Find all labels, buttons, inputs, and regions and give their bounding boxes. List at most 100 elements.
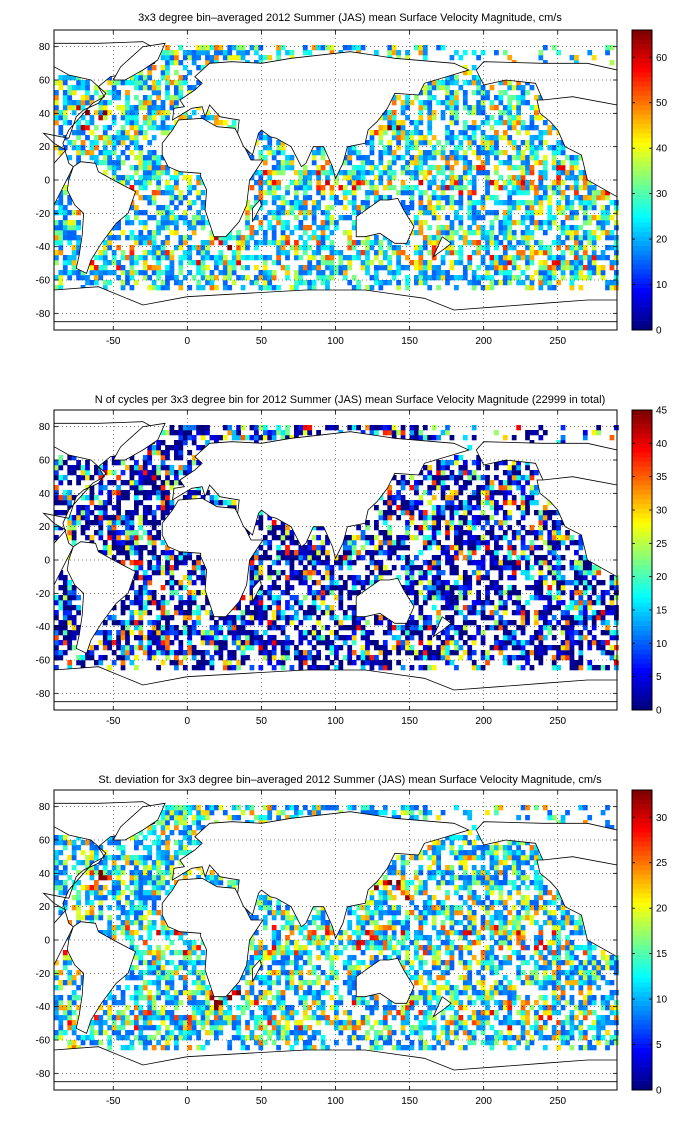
heatmap-cell: [76, 625, 81, 631]
heatmap-cell: [311, 235, 317, 241]
heatmap-cell: [400, 180, 406, 186]
heatmap-cell: [200, 650, 206, 656]
heatmap-cell: [316, 185, 321, 191]
heatmap-cell: [387, 570, 393, 576]
heatmap-cell: [502, 90, 508, 96]
heatmap-cell: [582, 255, 588, 261]
heatmap-cell: [382, 110, 388, 116]
heatmap-cell: [534, 615, 539, 621]
heatmap-cell: [187, 590, 193, 596]
heatmap-cell: [409, 630, 415, 636]
heatmap-cell: [498, 570, 504, 576]
heatmap-cell: [218, 45, 224, 51]
heatmap-cell: [289, 205, 295, 211]
heatmap-cell: [147, 150, 153, 156]
heatmap-cell: [467, 105, 473, 111]
heatmap-cell: [462, 640, 468, 646]
heatmap-cell: [120, 665, 126, 671]
heatmap-cell: [320, 540, 326, 546]
heatmap-cell: [147, 165, 153, 171]
heatmap-cell: [165, 65, 170, 71]
heatmap-cell: [116, 90, 121, 96]
heatmap-cell: [369, 555, 375, 561]
heatmap-cell: [489, 285, 495, 291]
heatmap-cell: [169, 230, 175, 236]
heatmap-cell: [360, 650, 366, 656]
heatmap-cell: [227, 655, 233, 661]
heatmap-cell: [316, 630, 321, 636]
heatmap-cell: [316, 45, 321, 51]
heatmap-cell: [71, 75, 77, 81]
heatmap-cell: [254, 265, 259, 271]
heatmap-cell: [138, 220, 144, 226]
heatmap-cell: [449, 80, 455, 86]
heatmap-cell: [551, 185, 557, 191]
heatmap-cell: [529, 215, 535, 221]
heatmap-cell: [294, 170, 299, 176]
heatmap-cell: [502, 50, 508, 56]
heatmap-cell: [298, 225, 304, 231]
heatmap-cell: [462, 585, 468, 591]
heatmap-cell: [351, 540, 357, 546]
heatmap-cell: [62, 215, 68, 221]
heatmap-cell: [182, 210, 188, 216]
heatmap-cell: [222, 660, 228, 666]
heatmap-cell: [156, 175, 161, 181]
heatmap-cell: [111, 135, 117, 141]
heatmap-cell: [427, 150, 433, 156]
heatmap-cell: [565, 650, 570, 656]
heatmap-cell: [356, 550, 361, 556]
heatmap-cell: [480, 665, 486, 671]
heatmap-cell: [538, 55, 544, 61]
heatmap-cell: [142, 515, 148, 521]
heatmap-cell: [134, 270, 139, 276]
heatmap-cell: [569, 280, 575, 286]
heatmap-cell: [596, 570, 601, 576]
heatmap-cell: [160, 650, 166, 656]
heatmap-cell: [142, 530, 148, 536]
heatmap-cell: [85, 90, 90, 96]
heatmap-cell: [236, 630, 241, 636]
heatmap-cell: [98, 480, 104, 486]
heatmap-cell: [196, 555, 201, 561]
heatmap-cell: [58, 250, 64, 256]
heatmap-cell: [311, 595, 317, 601]
heatmap-cell: [431, 655, 437, 661]
heatmap-cell: [605, 50, 610, 56]
colorbar-segment: [632, 67, 652, 73]
heatmap-cell: [462, 120, 468, 126]
heatmap-cell: [520, 150, 526, 156]
heatmap-cell: [200, 575, 206, 581]
heatmap-cell: [116, 490, 121, 496]
heatmap-cell: [382, 280, 388, 286]
heatmap-cell: [102, 115, 108, 121]
heatmap-cell: [271, 210, 277, 216]
heatmap-cell: [89, 100, 95, 106]
heatmap-cell: [507, 640, 513, 646]
heatmap-cell: [156, 490, 161, 496]
heatmap-cell: [614, 210, 619, 216]
heatmap-cell: [480, 105, 486, 111]
heatmap-cell: [111, 270, 117, 276]
heatmap-cell: [356, 175, 361, 181]
heatmap-cell: [489, 275, 495, 281]
heatmap-cell: [449, 100, 455, 106]
heatmap-cell: [156, 565, 161, 571]
heatmap-cell: [116, 655, 121, 661]
heatmap-cell: [222, 255, 228, 261]
heatmap-cell: [165, 500, 170, 506]
heatmap-cell: [489, 100, 495, 106]
heatmap-cell: [285, 545, 290, 551]
heatmap-cell: [160, 495, 166, 501]
heatmap-cell: [271, 595, 277, 601]
heatmap-cell: [382, 510, 388, 516]
colorbar-segment: [632, 311, 652, 317]
heatmap-cell: [369, 180, 375, 186]
heatmap-cell: [418, 210, 424, 216]
heatmap-cell: [165, 45, 170, 51]
heatmap-cell: [431, 235, 437, 241]
heatmap-cell: [54, 105, 59, 111]
heatmap-cell: [525, 640, 530, 646]
heatmap-cell: [307, 540, 313, 546]
